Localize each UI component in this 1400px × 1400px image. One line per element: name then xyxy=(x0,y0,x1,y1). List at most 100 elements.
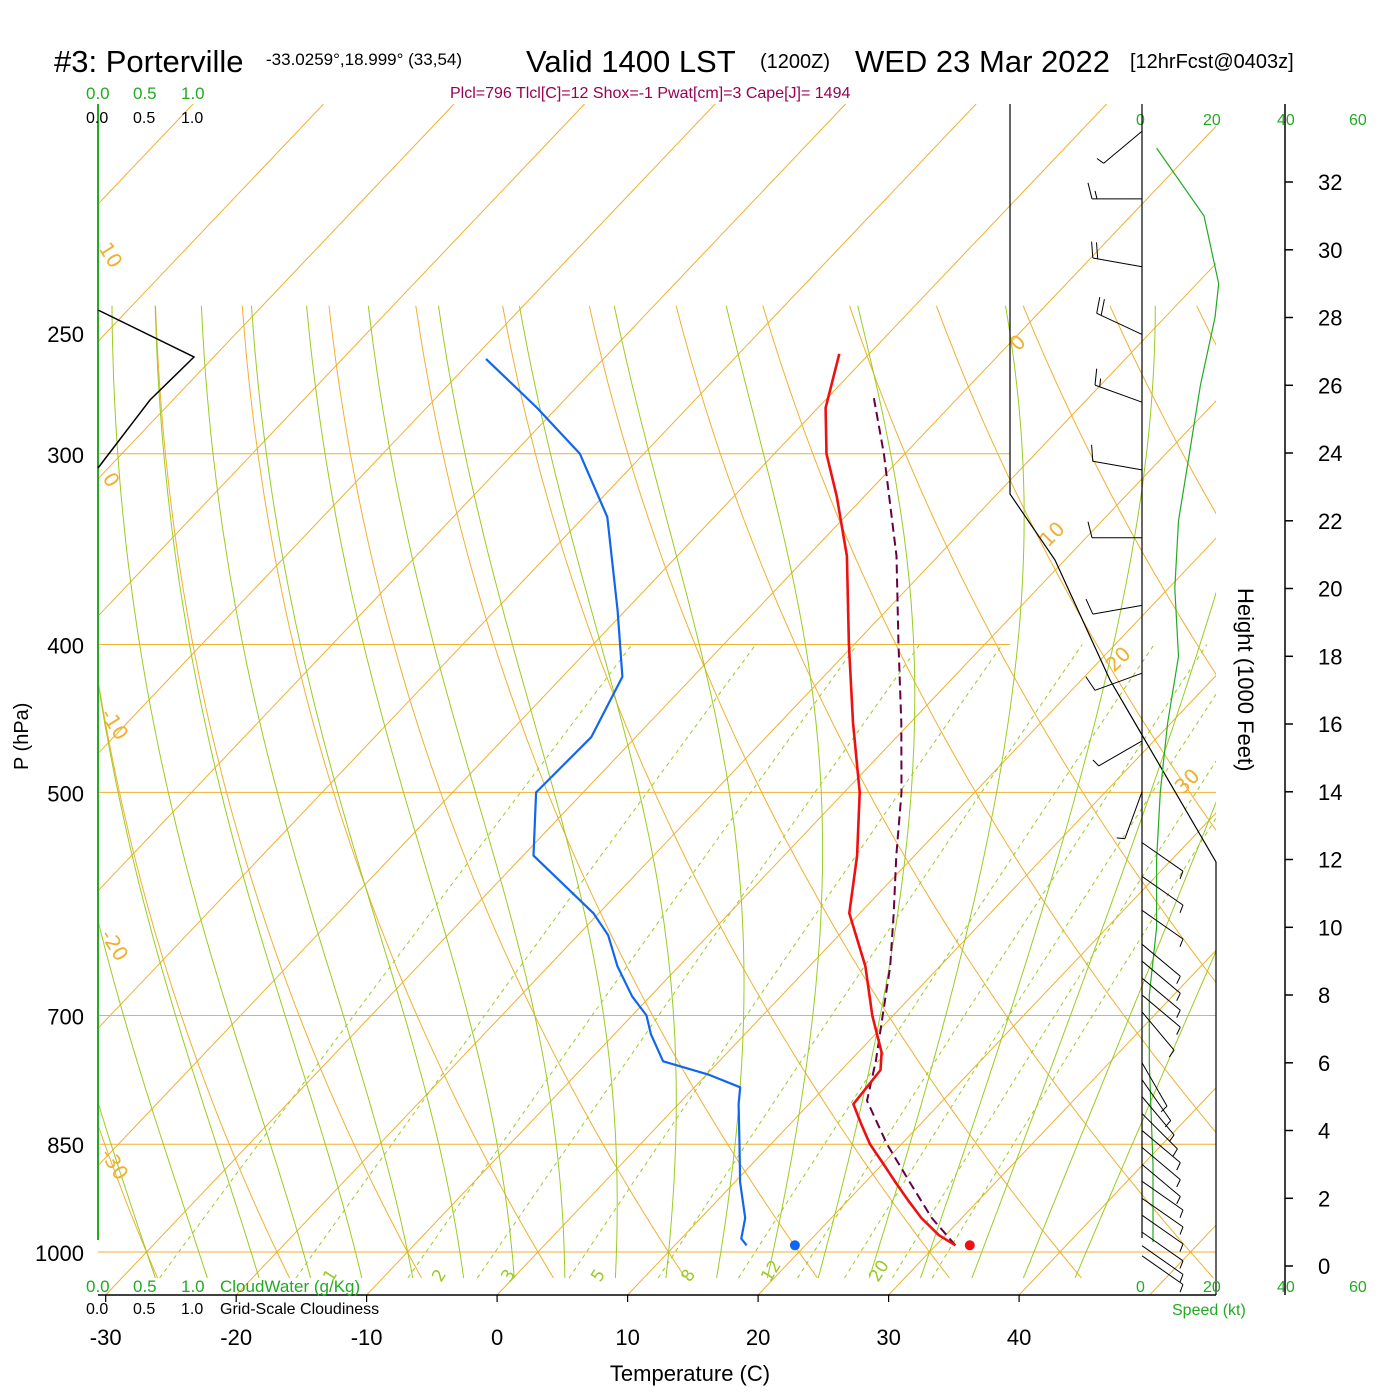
indices-line: Plcl=796 Tlcl[C]=12 Shox=-1 Pwat[cm]=3 C… xyxy=(450,85,850,102)
moist-adiabat-38 xyxy=(1022,801,1216,1279)
cloud-scale-bottom-green-2: 1.0 xyxy=(181,1277,205,1296)
moist-adiabat-26 xyxy=(868,305,1025,1279)
height-tick-label: 8 xyxy=(1318,983,1330,1008)
moist-adiabat--10 xyxy=(200,305,414,1279)
isotherm--50 xyxy=(98,104,977,1030)
isotherm-0 xyxy=(496,537,1216,1295)
wind-barb xyxy=(1141,1147,1181,1188)
y-axis-title: P (hPa) xyxy=(11,703,33,770)
isotherm-label: -10 xyxy=(96,704,134,744)
wind-barb xyxy=(1141,1113,1178,1157)
mixing-ratio-12 xyxy=(738,644,1155,1279)
height-tick-label: 30 xyxy=(1318,238,1342,263)
mixing-ratio-label: 2 xyxy=(428,1266,451,1286)
x-tick-label: 40 xyxy=(1007,1325,1031,1350)
wind-barb xyxy=(1141,1231,1184,1269)
cloud-scale-bottom-green-0: 0.0 xyxy=(86,1277,110,1296)
dry-adiabat-60 xyxy=(762,305,1216,1134)
isotherm-50 xyxy=(1149,1224,1216,1295)
moist-adiabat-18 xyxy=(725,305,824,1279)
moist-adiabat-30 xyxy=(920,305,1156,1279)
wind-barb xyxy=(1141,960,1181,1001)
height-tick-label: 12 xyxy=(1318,848,1342,873)
moist-adiabat--2 xyxy=(306,305,515,1279)
mixing-ratio-5 xyxy=(568,644,1003,1279)
pressure-tick-label: 850 xyxy=(47,1133,84,1158)
speed-bottom-label-3: 60 xyxy=(1349,1279,1367,1296)
wind-barb xyxy=(1141,1214,1184,1252)
wind-barb xyxy=(1141,1062,1168,1113)
wind-barb xyxy=(1141,1011,1175,1058)
dry-adiabat-20 xyxy=(415,305,818,1279)
utc-time: (1200Z) xyxy=(760,51,830,73)
valid-time: Valid 1400 LST xyxy=(526,44,736,79)
isotherm-label: 10 xyxy=(1035,517,1070,552)
cloud-scale-top-black-0: 0.0 xyxy=(86,110,108,127)
isotherm-20 xyxy=(757,812,1216,1295)
speed-top-label-1: 20 xyxy=(1203,112,1221,129)
isotherm-label: -20 xyxy=(96,925,134,965)
wind-barb xyxy=(1141,1197,1184,1235)
wind-barb xyxy=(1087,521,1142,539)
moist-adiabat--26 xyxy=(98,918,208,1279)
dry-adiabat-110 xyxy=(1196,305,1216,346)
dry-adiabat-130 xyxy=(1370,306,1400,1278)
isotherm-10 xyxy=(627,674,1216,1295)
plot-frame xyxy=(98,104,1217,1296)
dry-adiabat--10 xyxy=(155,305,422,1279)
height-tick-label: 4 xyxy=(1318,1119,1330,1144)
cloudiness-label: Grid-Scale Cloudiness xyxy=(220,1301,379,1318)
wind-barb xyxy=(1096,297,1143,335)
cloud-scale-bottom-black-1: 0.5 xyxy=(133,1301,155,1318)
cloud-scale-top-green-2: 1.0 xyxy=(181,84,205,103)
isotherm-label: 0 xyxy=(1005,330,1031,356)
dry-adiabat-70 xyxy=(849,305,1216,984)
height-tick-label: 18 xyxy=(1318,644,1342,669)
pressure-tick-label: 300 xyxy=(47,443,84,468)
pressure-tick-label: 500 xyxy=(47,781,84,806)
speed-top-label-3: 60 xyxy=(1349,112,1367,129)
speed-top-label-2: 40 xyxy=(1277,112,1295,129)
axes: Temperature (C) P (hPa) Height (1000 Fee… xyxy=(11,104,1342,1386)
speed-bottom-label-2: 40 xyxy=(1277,1279,1295,1296)
wind-barb xyxy=(1141,1096,1175,1142)
wind-barb xyxy=(1096,130,1143,164)
isotherm--80 xyxy=(98,104,585,617)
height-tick-label: 0 xyxy=(1318,1254,1330,1279)
station-title: #3: Porterville xyxy=(54,44,244,79)
forecast-date: WED 23 Mar 2022 xyxy=(855,44,1110,79)
forecast-info: [12hrFcst@0403z] xyxy=(1130,51,1294,73)
wind-barb xyxy=(1116,791,1143,840)
wind-barb xyxy=(1092,740,1143,767)
isotherm--10 xyxy=(366,400,1216,1295)
dry-adiabat-90 xyxy=(1022,305,1216,676)
cloud-scale-top-black-1: 0.5 xyxy=(133,110,155,127)
moist-adiabat-14 xyxy=(613,305,745,1279)
cloud-scale-bottom-green-1: 0.5 xyxy=(133,1277,157,1296)
plot-right-boundary xyxy=(1009,104,1217,1295)
wind-speed-profile xyxy=(1148,147,1220,1243)
mixing-ratio-label: 12 xyxy=(757,1257,785,1286)
pressure-tick-label: 700 xyxy=(47,1005,84,1030)
wind-barb xyxy=(1141,1079,1172,1128)
mixing-ratio-8 xyxy=(657,644,1083,1279)
height-tick-label: 26 xyxy=(1318,373,1342,398)
surface-dewpoint-dot xyxy=(789,1240,800,1251)
isotherm--110 xyxy=(98,104,194,205)
cloud-scale-top-green-1: 0.5 xyxy=(133,84,157,103)
dry-adiabat-0 xyxy=(241,305,554,1279)
wind-barb xyxy=(1087,182,1142,200)
wind-barb xyxy=(1141,977,1181,1018)
parcel-trace xyxy=(866,395,957,1246)
wind-barb xyxy=(1141,1180,1184,1218)
isotherm-30 xyxy=(888,949,1216,1295)
moist-adiabat-2 xyxy=(367,305,566,1278)
mixing-ratio-1 xyxy=(295,644,757,1279)
wind-barb xyxy=(1141,842,1184,880)
wind-barb xyxy=(1141,943,1181,984)
dry-adiabat-40 xyxy=(588,305,1082,1279)
x-axis-title: Temperature (C) xyxy=(610,1361,770,1386)
mixing-ratio-3 xyxy=(476,644,921,1279)
wind-barb xyxy=(1141,1130,1181,1171)
